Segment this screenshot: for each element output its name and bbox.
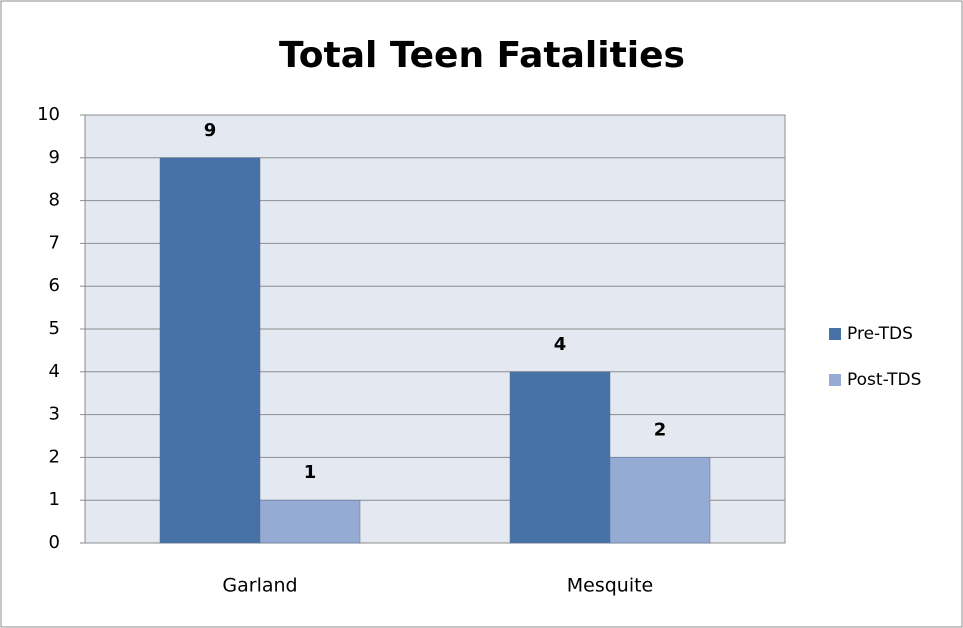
data-label: 9 — [204, 120, 217, 141]
legend-label: Post-TDS — [847, 370, 921, 390]
y-tick-label: 7 — [49, 232, 60, 253]
legend-swatch — [829, 374, 841, 386]
y-tick-label: 10 — [37, 104, 60, 125]
y-tick-label: 8 — [49, 190, 60, 211]
y-tick-label: 3 — [49, 404, 60, 425]
chart-title: Total Teen Fatalities — [279, 35, 685, 76]
x-tick-label: Mesquite — [567, 575, 654, 597]
y-tick-label: 0 — [49, 532, 60, 553]
bar — [259, 499, 361, 544]
bar — [509, 371, 611, 544]
y-tick-label: 9 — [49, 147, 60, 168]
bar — [609, 457, 711, 544]
x-tick-label: Garland — [222, 575, 297, 597]
y-tick-label: 1 — [49, 489, 60, 510]
data-label: 2 — [654, 419, 667, 440]
legend-label: Pre-TDS — [847, 324, 913, 344]
data-label: 4 — [554, 334, 567, 355]
data-label: 1 — [304, 462, 317, 483]
bar — [159, 157, 261, 544]
y-tick-label: 5 — [49, 318, 60, 339]
y-tick-label: 2 — [49, 446, 60, 467]
legend-swatch — [829, 328, 841, 340]
y-tick-label: 6 — [49, 275, 60, 296]
y-tick-label: 4 — [49, 361, 60, 382]
